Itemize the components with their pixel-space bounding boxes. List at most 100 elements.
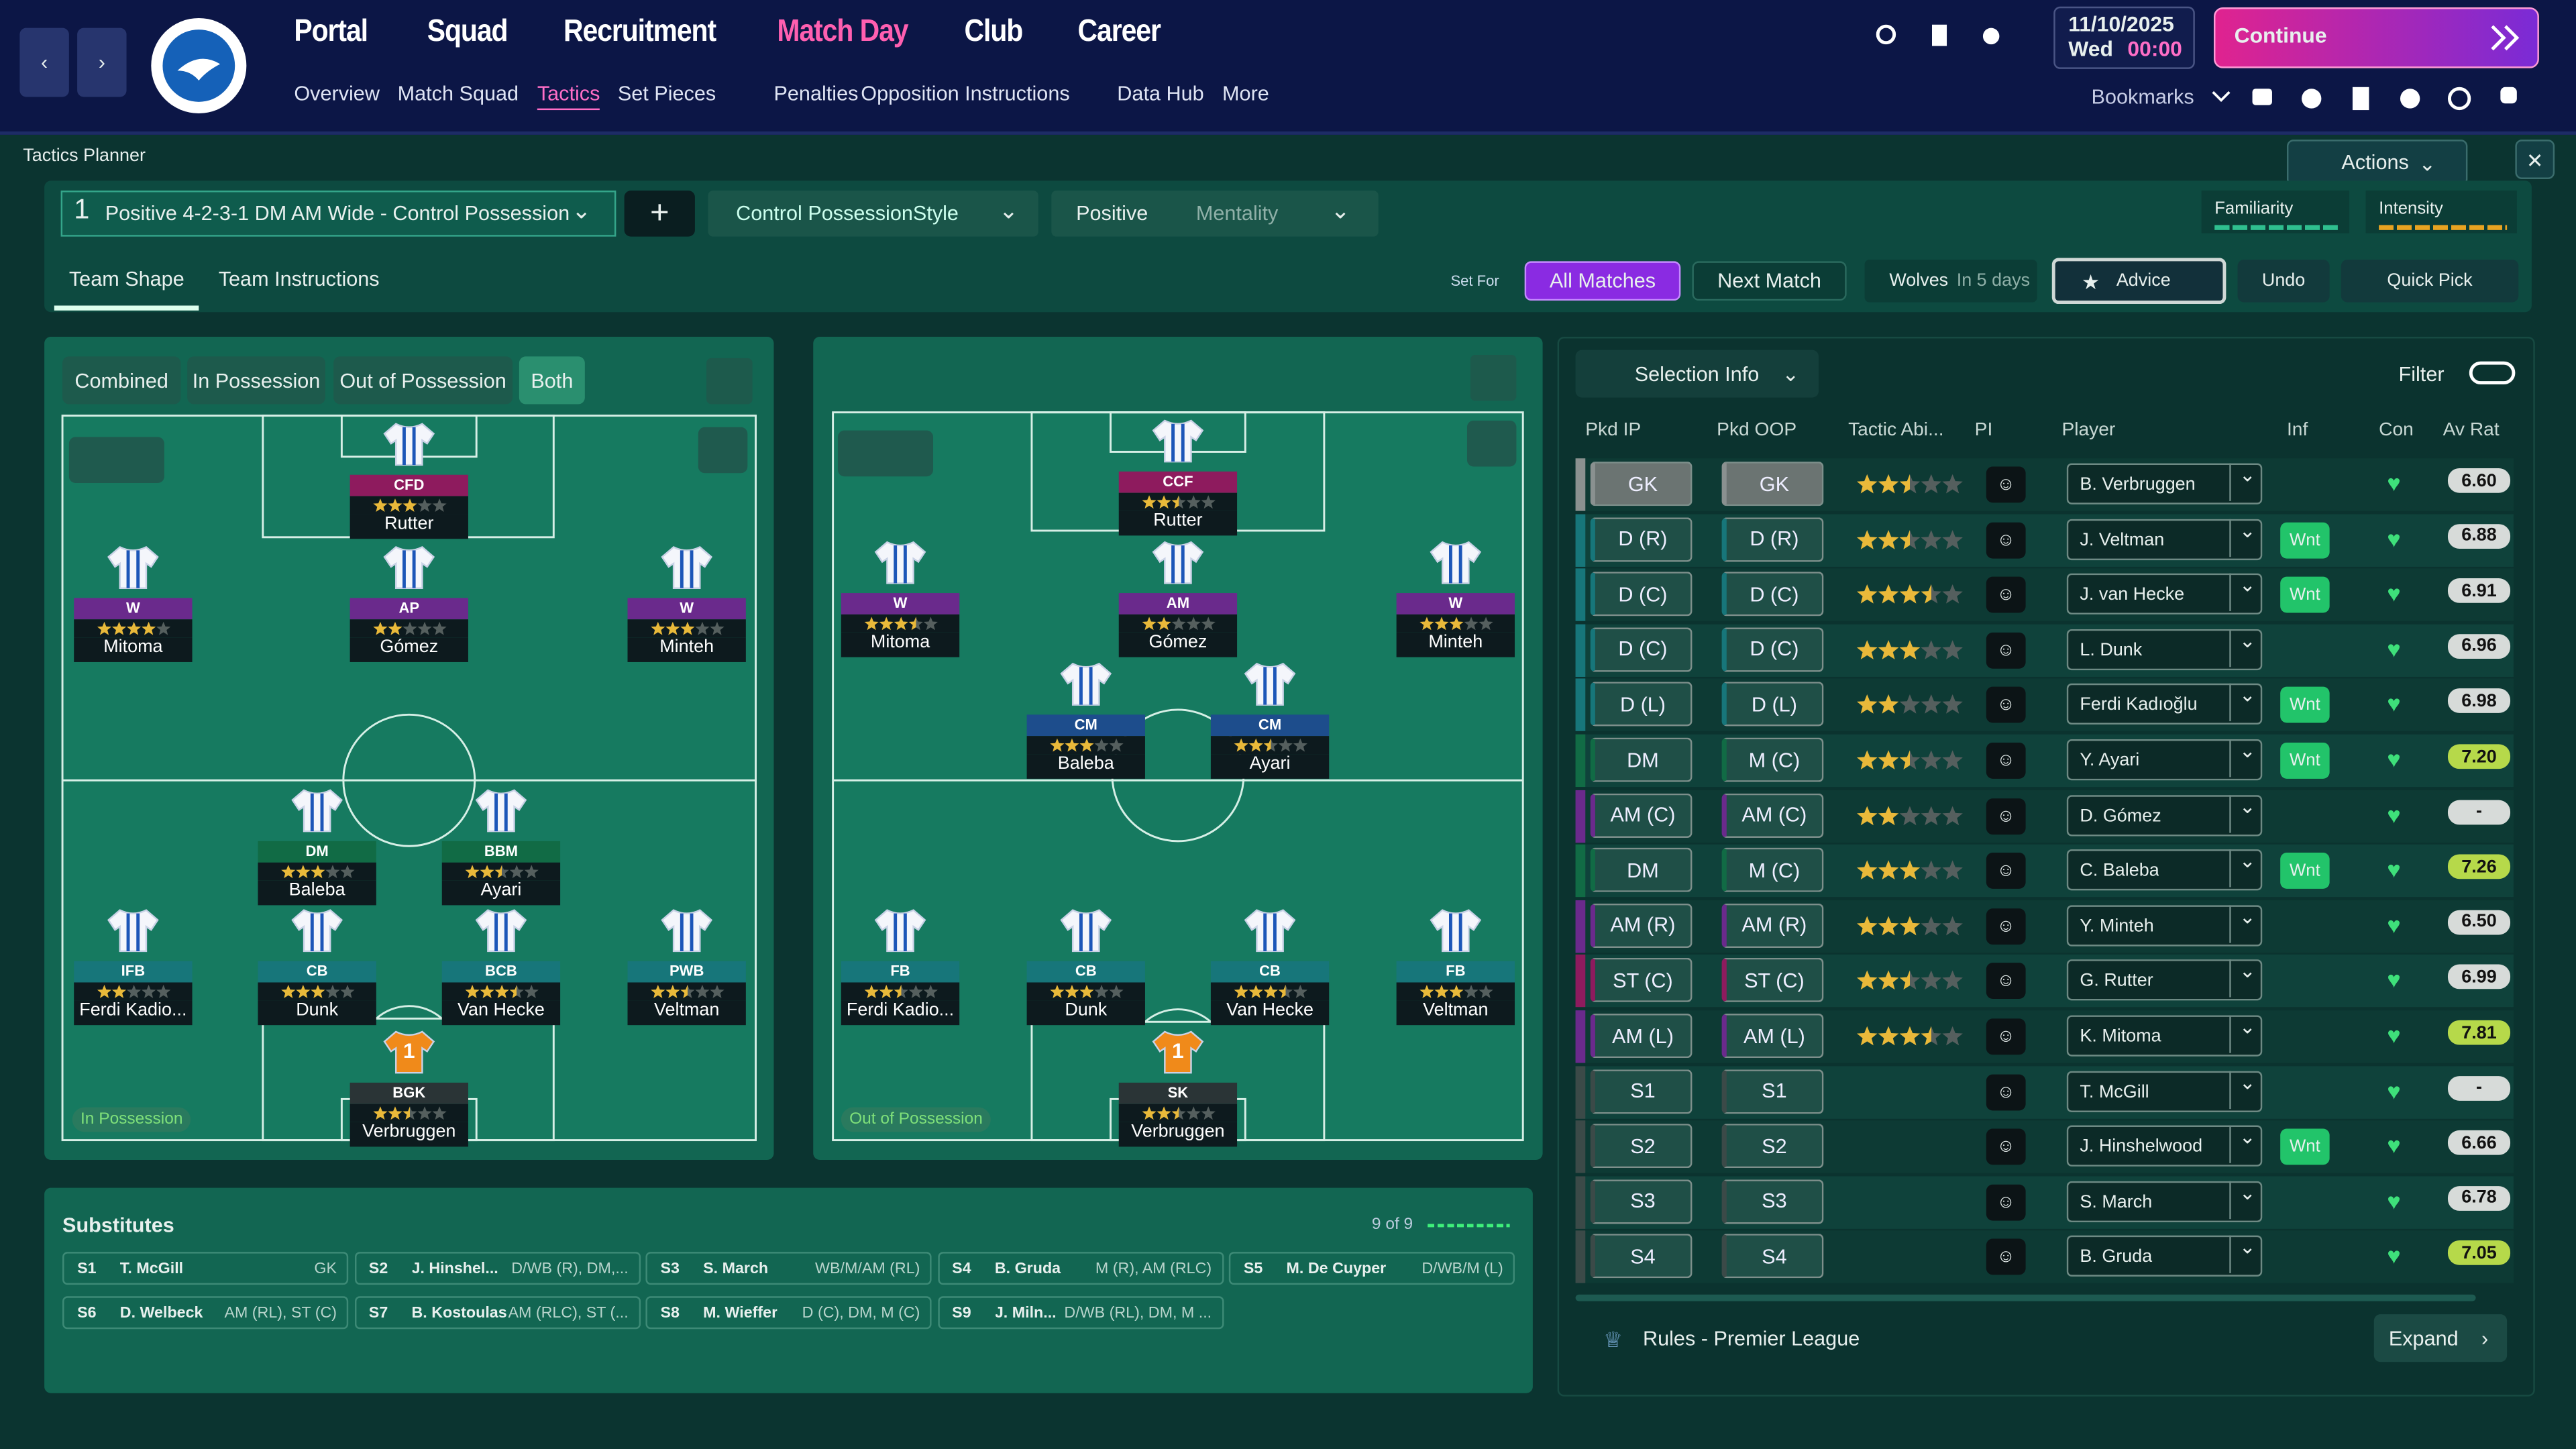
- tab[interactable]: Team Shape: [68, 268, 184, 291]
- player-card[interactable]: CB Dunk: [258, 907, 376, 1026]
- player-select[interactable]: Ferdi Kadıoğlu ⌄: [2066, 684, 2263, 725]
- player-card[interactable]: W Minteh: [627, 544, 746, 662]
- selection-button-box[interactable]: Selection Info ⌄: [1575, 350, 1819, 398]
- player-card[interactable]: W Minteh: [1396, 539, 1515, 657]
- bookmark-icons[interactable]: [2210, 82, 2530, 115]
- position-ip[interactable]: D (C): [1590, 572, 1693, 616]
- pi-button[interactable]: ☺: [1986, 1128, 2026, 1165]
- player-select[interactable]: Y. Ayari ⌄: [2066, 739, 2263, 781]
- player-select[interactable]: G. Rutter ⌄: [2066, 960, 2263, 1002]
- tab[interactable]: Team Instructions: [218, 268, 380, 291]
- position-oop[interactable]: S2: [1721, 1124, 1824, 1169]
- player-card[interactable]: 1 SK Verbruggen: [1118, 1028, 1238, 1147]
- actions-button[interactable]: Actions: [2341, 151, 2409, 174]
- position-ip[interactable]: D (L): [1590, 682, 1693, 727]
- player-card[interactable]: W Mitoma: [74, 544, 193, 662]
- view-tab[interactable]: Both: [519, 356, 585, 405]
- pi-button[interactable]: ☺: [1986, 577, 2026, 613]
- pi-button[interactable]: ☺: [1986, 853, 2026, 890]
- player-card[interactable]: IFB Ferdi Kadio...: [74, 907, 193, 1026]
- pi-button[interactable]: ☺: [1986, 908, 2026, 945]
- nav-item[interactable]: Squad: [427, 15, 508, 50]
- player-card[interactable]: CM Ayari: [1210, 660, 1330, 779]
- back-button[interactable]: ‹: [19, 28, 69, 97]
- player-select[interactable]: B. Gruda ⌄: [2066, 1236, 2263, 1277]
- pi-button[interactable]: ☺: [1986, 521, 2026, 558]
- player-card[interactable]: W Mitoma: [841, 539, 960, 657]
- position-ip[interactable]: D (R): [1590, 517, 1693, 561]
- date-box[interactable]: [2053, 6, 2195, 69]
- tactic-name[interactable]: Positive 4-2-3-1 DM AM Wide - Control Po…: [105, 202, 570, 225]
- player-select[interactable]: K. Mitoma ⌄: [2066, 1015, 2263, 1057]
- quick-pick[interactable]: Quick Pick: [2341, 259, 2519, 303]
- mentality-select[interactable]: [1051, 191, 1379, 237]
- sub-item[interactable]: S7 B. Kostoulas AM (RLC), ST (...: [354, 1296, 640, 1330]
- player-card[interactable]: DM Baleba: [258, 787, 376, 906]
- subnav-item[interactable]: Penalties: [773, 82, 859, 105]
- position-ip[interactable]: DM: [1590, 737, 1693, 782]
- player-card[interactable]: AP Gómez: [350, 544, 468, 662]
- position-oop[interactable]: S1: [1721, 1069, 1824, 1114]
- position-ip[interactable]: S1: [1590, 1069, 1693, 1114]
- sub-item[interactable]: S8 M. Wieffer D (C), DM, M (C): [645, 1296, 932, 1330]
- pi-button[interactable]: ☺: [1986, 798, 2026, 835]
- player-select[interactable]: D. Gómez ⌄: [2066, 794, 2263, 836]
- style-select[interactable]: [708, 191, 1038, 237]
- nav-item[interactable]: Portal: [294, 15, 368, 50]
- set-for-option[interactable]: All Matches: [1524, 261, 1681, 301]
- player-select[interactable]: B. Verbruggen ⌄: [2066, 463, 2263, 504]
- player-card[interactable]: FB Veltman: [1396, 907, 1515, 1026]
- player-select[interactable]: J. van Hecke ⌄: [2066, 574, 2263, 615]
- position-ip[interactable]: S2: [1590, 1124, 1693, 1169]
- top-icons[interactable]: [1873, 19, 2004, 52]
- position-ip[interactable]: DM: [1590, 848, 1693, 893]
- pi-button[interactable]: ☺: [1986, 1184, 2026, 1221]
- player-card[interactable]: CB Van Hecke: [1210, 907, 1330, 1026]
- position-ip[interactable]: AM (R): [1590, 903, 1693, 948]
- pi-button[interactable]: ☺: [1986, 687, 2026, 724]
- expand[interactable]: Expand: [2388, 1326, 2459, 1350]
- player-card[interactable]: CCF Rutter: [1118, 417, 1238, 536]
- pi-button[interactable]: ☺: [1986, 1018, 2026, 1055]
- nav-item[interactable]: Match Day: [777, 15, 908, 50]
- expand-box[interactable]: Expand ›: [2373, 1314, 2508, 1362]
- tactic-select[interactable]: [60, 191, 616, 237]
- set-for-option[interactable]: Next Match: [1692, 261, 1847, 301]
- position-oop[interactable]: S3: [1721, 1179, 1824, 1224]
- position-oop[interactable]: S4: [1721, 1234, 1824, 1279]
- player-select[interactable]: S. March ⌄: [2066, 1181, 2263, 1222]
- position-ip[interactable]: D (C): [1590, 627, 1693, 672]
- position-ip[interactable]: AM (L): [1590, 1014, 1693, 1059]
- player-select[interactable]: Y. Minteh ⌄: [2066, 904, 2263, 947]
- player-card[interactable]: CM Baleba: [1026, 660, 1145, 779]
- sub-item[interactable]: S3 S. March WB/M/AM (RL): [645, 1252, 932, 1285]
- position-oop[interactable]: AM (R): [1721, 903, 1824, 948]
- player-select[interactable]: C. Baleba ⌄: [2066, 849, 2263, 891]
- position-ip[interactable]: S3: [1590, 1179, 1693, 1224]
- forward-button[interactable]: ›: [77, 28, 127, 97]
- player-card[interactable]: BBM Ayari: [441, 787, 561, 906]
- nav-item[interactable]: Club: [964, 15, 1024, 50]
- pi-button[interactable]: ☺: [1986, 466, 2026, 503]
- subnav-item[interactable]: Overview: [294, 82, 380, 105]
- player-card[interactable]: CFD Rutter: [350, 421, 468, 539]
- player-card[interactable]: BCB Van Hecke: [441, 907, 561, 1026]
- player-card[interactable]: AM Gómez: [1118, 539, 1238, 657]
- sub-item[interactable]: S5 M. De Cuyper D/WB/M (L): [1228, 1252, 1515, 1285]
- position-oop[interactable]: AM (C): [1721, 792, 1824, 837]
- view-tab[interactable]: In Possession: [187, 356, 325, 405]
- subnav-item[interactable]: Tactics: [537, 82, 600, 111]
- pi-button[interactable]: ☺: [1986, 1073, 2026, 1110]
- position-ip[interactable]: ST (C): [1590, 958, 1693, 1003]
- nav-item[interactable]: Career: [1077, 15, 1161, 50]
- add-tactic[interactable]: +: [624, 191, 695, 237]
- player-card[interactable]: 1 BGK Verbruggen: [350, 1028, 468, 1147]
- continue-button[interactable]: Continue: [2234, 23, 2327, 48]
- advice[interactable]: Advice: [2116, 271, 2171, 291]
- player-select[interactable]: T. McGill ⌄: [2066, 1070, 2263, 1112]
- player-card[interactable]: FB Ferdi Kadio...: [841, 907, 960, 1026]
- view-tab[interactable]: Out of Possession: [333, 356, 513, 405]
- sub-item[interactable]: S6 D. Welbeck AM (RL), ST (C): [62, 1296, 349, 1330]
- sub-item[interactable]: S9 J. Miln... D/WB (RL), DM, M ...: [937, 1296, 1224, 1330]
- position-oop[interactable]: AM (L): [1721, 1014, 1824, 1059]
